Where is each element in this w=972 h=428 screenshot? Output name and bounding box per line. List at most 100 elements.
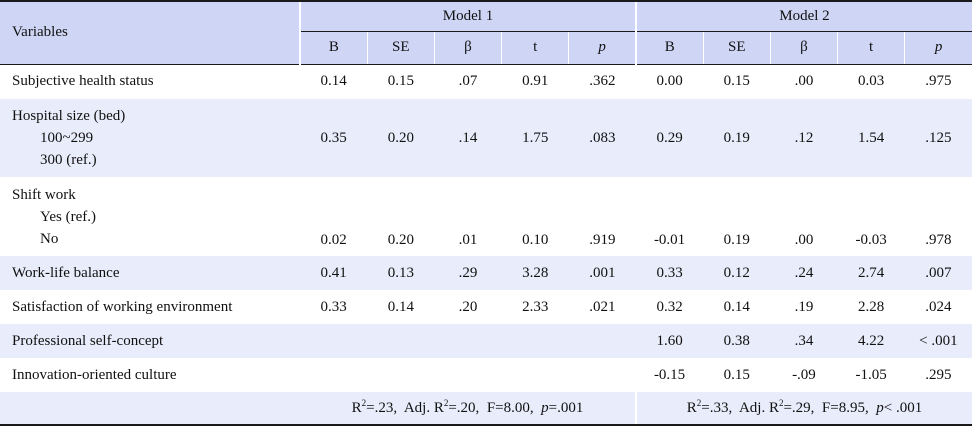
- col-b-m1: B: [299, 31, 368, 65]
- col-p-m1: p: [568, 31, 636, 65]
- row-label-sub: 100~299: [40, 130, 94, 146]
- cell: .24: [794, 264, 814, 281]
- cell: 0.91: [522, 73, 549, 90]
- cell: -0.01: [653, 232, 686, 248]
- cell: 2.28: [858, 298, 885, 315]
- cell: 0.03: [858, 73, 885, 90]
- model-fit-row: R2=.23, Adj. R2=.20, F=8.00, p=.001 R2=.…: [0, 392, 972, 426]
- cell: 1.60: [656, 332, 683, 349]
- cell: .34: [794, 332, 814, 349]
- table-row: Hospital size (bed) 100~299 300 (ref.) 0…: [0, 99, 972, 177]
- cell: .125: [925, 129, 952, 146]
- cell: .00: [794, 232, 814, 248]
- cell: .14: [458, 129, 478, 146]
- col-t-m1: t: [501, 31, 569, 65]
- cell: [367, 324, 434, 358]
- row-label-main: Hospital size (bed): [12, 108, 126, 124]
- cell: 0.41: [320, 264, 347, 281]
- cell: [300, 324, 367, 358]
- cell: .021: [589, 298, 616, 315]
- cell: -0.15: [653, 366, 686, 383]
- fit-label-empty: [0, 392, 301, 426]
- cell: .362: [589, 73, 616, 90]
- row-label-sub: 300 (ref.): [40, 152, 97, 168]
- cell: [434, 324, 501, 358]
- table-row: Satisfaction of working environment 0.33…: [0, 290, 972, 324]
- cell: 0.20: [387, 232, 414, 248]
- cell: 0.19: [723, 232, 750, 248]
- cell: 0.15: [723, 73, 750, 90]
- col-t-m2: t: [837, 31, 905, 65]
- cell: 0.00: [656, 73, 683, 90]
- row-label-sub: No: [40, 230, 59, 247]
- row-label: Hospital size (bed) 100~299 300 (ref.): [0, 99, 300, 177]
- cell: -1.05: [855, 366, 887, 383]
- cell: 2.74: [858, 264, 885, 281]
- cell: 0.15: [723, 366, 750, 383]
- cell: 4.22: [858, 332, 885, 349]
- cell: .978: [925, 232, 952, 248]
- cell: .12: [794, 129, 814, 146]
- cell: < .001: [919, 332, 958, 349]
- cell: .001: [589, 264, 616, 281]
- cell: .07: [458, 73, 478, 90]
- row-label-sub: Yes (ref.): [40, 208, 96, 225]
- cell: -0.03: [855, 232, 887, 248]
- cell: .01: [458, 232, 478, 248]
- cell: 1.54: [858, 129, 885, 146]
- table-row: Innovation-oriented culture -0.15 0.15 -…: [0, 358, 972, 392]
- cell: 0.20: [387, 129, 414, 146]
- cell: 0.02: [320, 232, 347, 248]
- col-se-m1: SE: [366, 31, 435, 65]
- table-row: Work-life balance 0.41 0.13 .29 3.28 .00…: [0, 256, 972, 290]
- cell: .295: [925, 366, 952, 383]
- cell: [502, 324, 569, 358]
- cell: .083: [589, 129, 616, 146]
- row-label-main: Shift work: [12, 186, 76, 203]
- cell: .00: [794, 73, 814, 90]
- model1-header: Model 1: [299, 0, 636, 32]
- cell: 0.29: [656, 129, 683, 146]
- cell: 0.33: [656, 264, 683, 281]
- row-label: Work-life balance: [12, 264, 120, 281]
- cell: 1.75: [522, 129, 549, 146]
- cell: 0.10: [522, 232, 549, 248]
- cell: -.09: [792, 366, 816, 383]
- cell: .024: [925, 298, 952, 315]
- cell: [569, 324, 636, 358]
- cell: [569, 358, 636, 392]
- cell: 0.35: [320, 129, 347, 146]
- cell: .007: [925, 264, 952, 281]
- col-b-m2: B: [634, 31, 704, 65]
- cell: [367, 358, 434, 392]
- model1-fit: R2=.23, Adj. R2=.20, F=8.00, p=.001: [300, 392, 636, 426]
- cell: 0.15: [387, 73, 414, 90]
- model2-fit: R2=.33, Adj. R2=.29, F=8.95, p< .001: [634, 392, 972, 426]
- table-row: Professional self-concept 1.60 0.38 .34 …: [0, 324, 972, 358]
- variables-header: Variables: [0, 0, 301, 65]
- cell: 0.13: [387, 264, 414, 281]
- cell: 0.38: [723, 332, 750, 349]
- cell: .975: [925, 73, 952, 90]
- cell: .29: [458, 264, 478, 281]
- cell: 0.12: [723, 264, 750, 281]
- cell: 3.28: [522, 264, 549, 281]
- cell: [434, 358, 501, 392]
- cell: 0.19: [723, 129, 750, 146]
- table-row: Shift work Yes (ref.) No 0.02 0.20 .01 0…: [0, 177, 972, 256]
- col-beta-m2: β: [769, 31, 838, 65]
- cell: [502, 358, 569, 392]
- col-beta-m1: β: [433, 31, 502, 65]
- cell: 0.14: [320, 73, 347, 90]
- cell: 2.33: [522, 298, 549, 315]
- model2-header: Model 2: [634, 0, 972, 32]
- row-label: Subjective health status: [12, 73, 154, 90]
- row-label: Innovation-oriented culture: [12, 366, 177, 383]
- cell: [300, 358, 367, 392]
- cell: .19: [794, 298, 814, 315]
- col-se-m2: SE: [702, 31, 771, 65]
- row-label: Shift work Yes (ref.) No: [0, 177, 300, 256]
- cell: .20: [458, 298, 478, 315]
- cell: 0.14: [723, 298, 750, 315]
